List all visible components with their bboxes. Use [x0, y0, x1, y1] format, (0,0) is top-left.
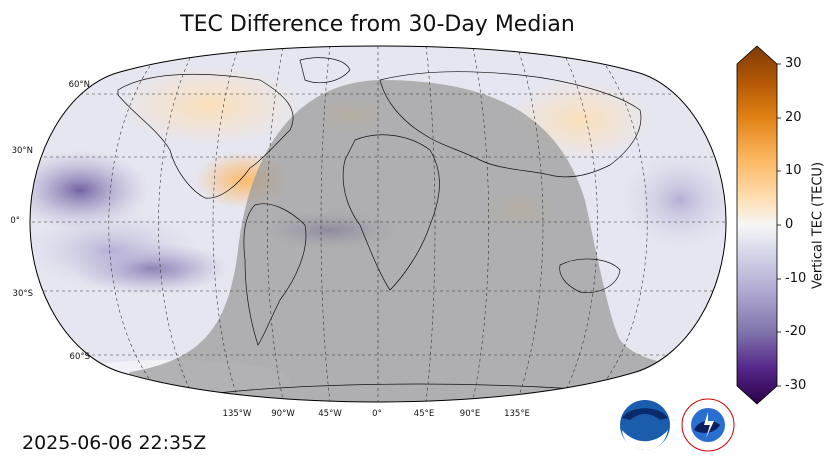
- colorbar-tick-0: 0: [785, 217, 794, 232]
- lat-label-0: 0°: [10, 216, 20, 226]
- lon-label-0: 0°: [372, 409, 382, 419]
- colorbar-tick-neg30: -30: [785, 378, 807, 393]
- lon-label-135w: 135°W: [222, 409, 252, 419]
- noaa-logo: [620, 400, 670, 450]
- timestamp: 2025-06-06 22:35Z: [22, 432, 207, 454]
- lat-label-30s: 30°S: [12, 289, 33, 299]
- night-shading: [100, 80, 726, 402]
- map-title: TEC Difference from 30-Day Median: [180, 12, 575, 37]
- lon-label-45e: 45°E: [413, 409, 435, 419]
- colorbar-tick-10: 10: [785, 163, 802, 178]
- graticule: [30, 46, 726, 402]
- lon-label-90e: 90°E: [459, 409, 481, 419]
- colorbar-tick-neg10: -10: [785, 271, 807, 286]
- globe-border: [29, 45, 727, 403]
- lon-label-45w: 45°W: [318, 409, 342, 419]
- colorbar-tick-20: 20: [785, 110, 802, 125]
- lat-label-60n: 60°N: [68, 80, 90, 90]
- colorbar-tick-neg20: -20: [785, 324, 807, 339]
- lon-label-90w: 90°W: [271, 409, 295, 419]
- colorbar-tick-30: 30: [785, 56, 802, 71]
- nws-logo: [681, 398, 735, 452]
- colorbar: [736, 45, 781, 405]
- lat-label-60s: 60°S: [69, 352, 90, 362]
- lat-label-30n: 30°N: [11, 146, 33, 156]
- lon-label-135e: 135°E: [504, 409, 530, 419]
- colorbar-label: Vertical TEC (TECU): [810, 161, 826, 290]
